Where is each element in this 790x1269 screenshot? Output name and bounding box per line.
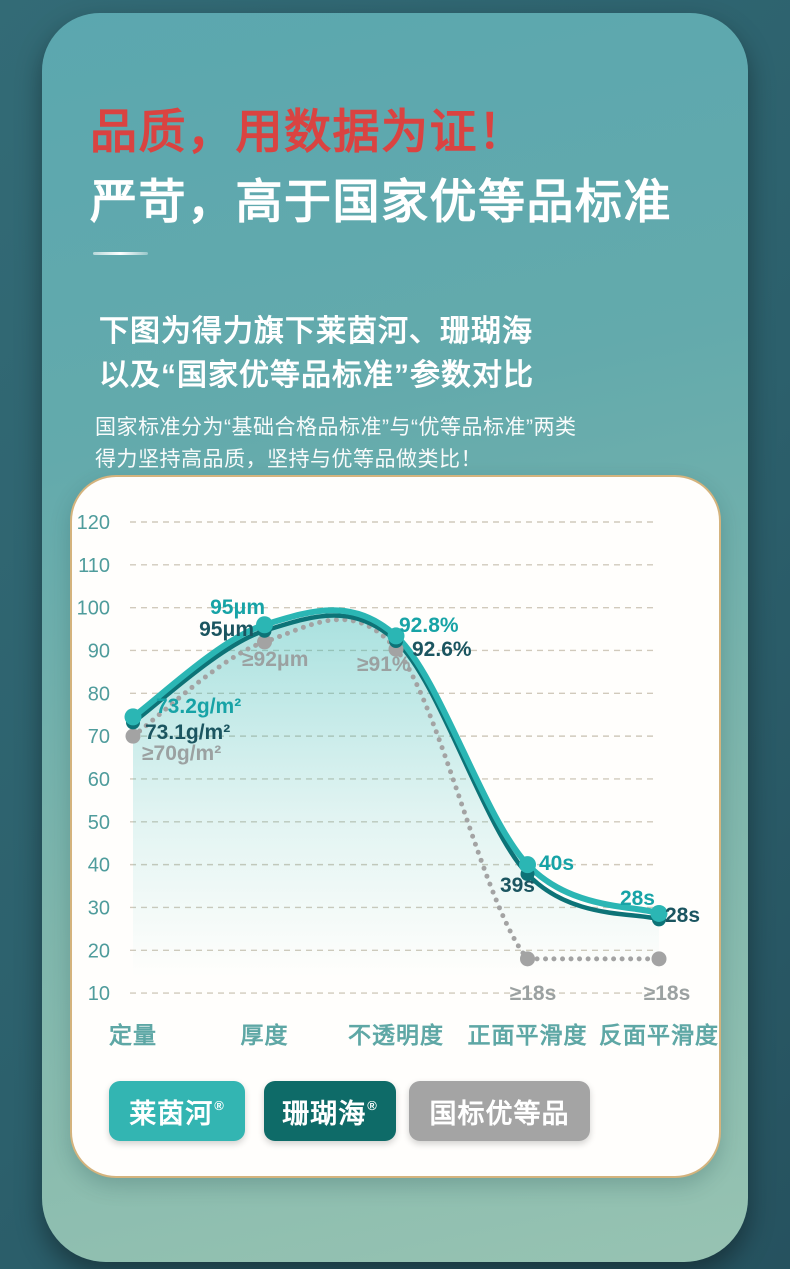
y-tick-label: 90 bbox=[88, 640, 110, 662]
data-point-label: ≥70g/m² bbox=[142, 742, 221, 765]
y-tick-label: 50 bbox=[88, 812, 110, 834]
data-point-label: 39s bbox=[500, 874, 535, 897]
data-point-label: ≥18s bbox=[510, 982, 557, 1005]
data-point-label: ≥18s bbox=[644, 982, 691, 1005]
subtitle-line1: 下图为得力旗下莱茵河、珊瑚海 bbox=[99, 315, 533, 348]
subtitle-line2: 以及“国家优等品标准”参数对比 bbox=[99, 359, 534, 392]
data-point-marker bbox=[257, 634, 272, 650]
y-tick-label: 70 bbox=[88, 726, 110, 748]
chart-card: 120 110 100 90 80 70 60 50 40 30 20 10 73.2g/m² 95μm 9… bbox=[70, 475, 721, 1178]
registered-mark: ® bbox=[367, 1097, 378, 1113]
y-tick-label: 80 bbox=[88, 683, 110, 705]
title-divider bbox=[93, 252, 148, 255]
legend-chip-2[interactable]: 国标优等品 bbox=[409, 1081, 590, 1141]
data-point-marker bbox=[520, 951, 535, 967]
data-point-marker bbox=[651, 951, 667, 967]
y-tick-label: 30 bbox=[88, 897, 110, 919]
data-point-marker bbox=[650, 904, 668, 922]
data-point-label: 95μm bbox=[210, 596, 265, 619]
registered-mark: ® bbox=[214, 1097, 225, 1113]
series-line-shanhuhai bbox=[130, 613, 662, 922]
line-chart: 12011010090807060504030201073.2g/m²95μm9… bbox=[77, 512, 719, 1048]
data-point-label: 73.1g/m² bbox=[145, 721, 230, 744]
y-tick-label: 120 bbox=[77, 512, 110, 534]
legend-chip-1[interactable]: 珊瑚海 ® bbox=[264, 1081, 396, 1141]
legend-chip-label: 国标优等品 bbox=[429, 1098, 570, 1129]
series-line-national-standard bbox=[130, 617, 662, 962]
data-point-marker bbox=[125, 728, 141, 744]
promo-panel: 品质，用数据为证！ 严苛，高于国家优等品标准 下图为得力旗下莱茵河、珊瑚海 以及… bbox=[42, 13, 748, 1262]
y-tick-label: 60 bbox=[88, 769, 110, 791]
legend-chip-label: 珊瑚海 bbox=[282, 1098, 367, 1129]
area-fill bbox=[133, 615, 659, 977]
y-tick-label: 40 bbox=[88, 855, 110, 877]
data-point-marker bbox=[256, 616, 273, 634]
data-point-label: 40s bbox=[539, 852, 574, 875]
note-line2: 得力坚持高品质，坚持与优等品做类比！ bbox=[95, 448, 482, 471]
data-point-label: 95μm bbox=[199, 618, 254, 641]
data-point-marker bbox=[519, 856, 536, 874]
y-tick-label: 20 bbox=[88, 940, 110, 962]
title-line2: 严苛，高于国家优等品标准 bbox=[90, 175, 672, 228]
legend-chip-0[interactable]: 莱茵河 ® bbox=[109, 1081, 245, 1141]
data-point-marker bbox=[124, 708, 142, 726]
y-tick-label: 10 bbox=[88, 983, 110, 1005]
data-point-label: ≥91% bbox=[357, 653, 411, 676]
x-category-label: 不透明度 bbox=[348, 1022, 444, 1048]
title-line1: 品质，用数据为证！ bbox=[90, 105, 527, 158]
x-category-label: 定量 bbox=[109, 1022, 157, 1048]
data-point-label: 28s bbox=[665, 904, 700, 927]
x-category-label: 正面平滑度 bbox=[468, 1022, 588, 1048]
note-line1: 国家标准分为“基础合格品标准”与“优等品标准”两类 bbox=[95, 416, 577, 439]
data-point-marker bbox=[387, 627, 405, 645]
x-category-label: 厚度 bbox=[241, 1022, 289, 1048]
y-tick-label: 110 bbox=[78, 555, 110, 577]
x-category-label: 反面平滑度 bbox=[599, 1022, 719, 1048]
legend-chip-label: 莱茵河 bbox=[129, 1098, 214, 1129]
y-tick-label: 100 bbox=[77, 598, 110, 620]
data-point-label: 28s bbox=[620, 887, 655, 910]
data-point-label: 92.8% bbox=[399, 614, 459, 637]
data-point-label: 92.6% bbox=[412, 638, 472, 661]
data-point-label: ≥92μm bbox=[242, 648, 308, 671]
data-point-label: 73.2g/m² bbox=[156, 695, 241, 718]
series-line-laiyinhe bbox=[130, 607, 662, 917]
